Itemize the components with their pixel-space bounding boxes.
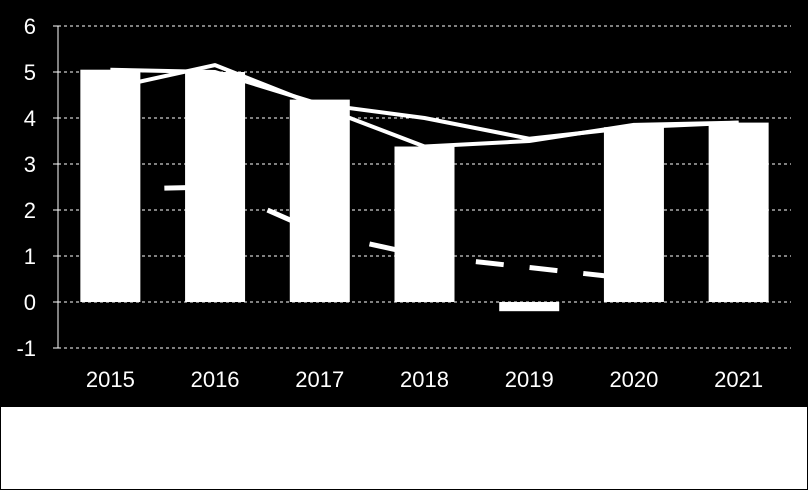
x-tick-label: 2019: [505, 367, 554, 392]
x-tick-label: 2021: [714, 367, 763, 392]
x-tick-label: 2018: [400, 367, 449, 392]
y-tick-label: 5: [24, 60, 36, 85]
bar-layer: [80, 69, 769, 312]
bar: [394, 146, 455, 302]
y-tick-label: 6: [24, 14, 36, 39]
bar: [80, 69, 141, 302]
x-axis-ticks: 2015 2016 2017 2018 2019 2020 2021: [86, 367, 763, 392]
x-tick-label: 2017: [295, 367, 344, 392]
bar: [289, 99, 350, 302]
y-tick-label: 2: [24, 198, 36, 223]
series-line-dashed: [110, 184, 635, 282]
series-line: [110, 67, 739, 141]
series-line: [109, 63, 739, 149]
x-tick-label: 2015: [86, 367, 135, 392]
bar: [603, 127, 664, 302]
y-tick-label: 0: [24, 290, 36, 315]
y-axis-ticks: -1 0 1 2 3 4 5 6: [16, 14, 36, 361]
bar: [185, 72, 246, 302]
y-tick-label: 3: [24, 152, 36, 177]
line-layer: [109, 63, 739, 282]
x-tick-label: 2020: [609, 367, 658, 392]
x-tick-label: 2016: [191, 367, 240, 392]
bar: [499, 302, 560, 312]
y-tick-label: -1: [16, 336, 36, 361]
y-tick-label: 1: [24, 244, 36, 269]
bar: [708, 122, 769, 302]
y-tick-label: 4: [24, 106, 36, 131]
